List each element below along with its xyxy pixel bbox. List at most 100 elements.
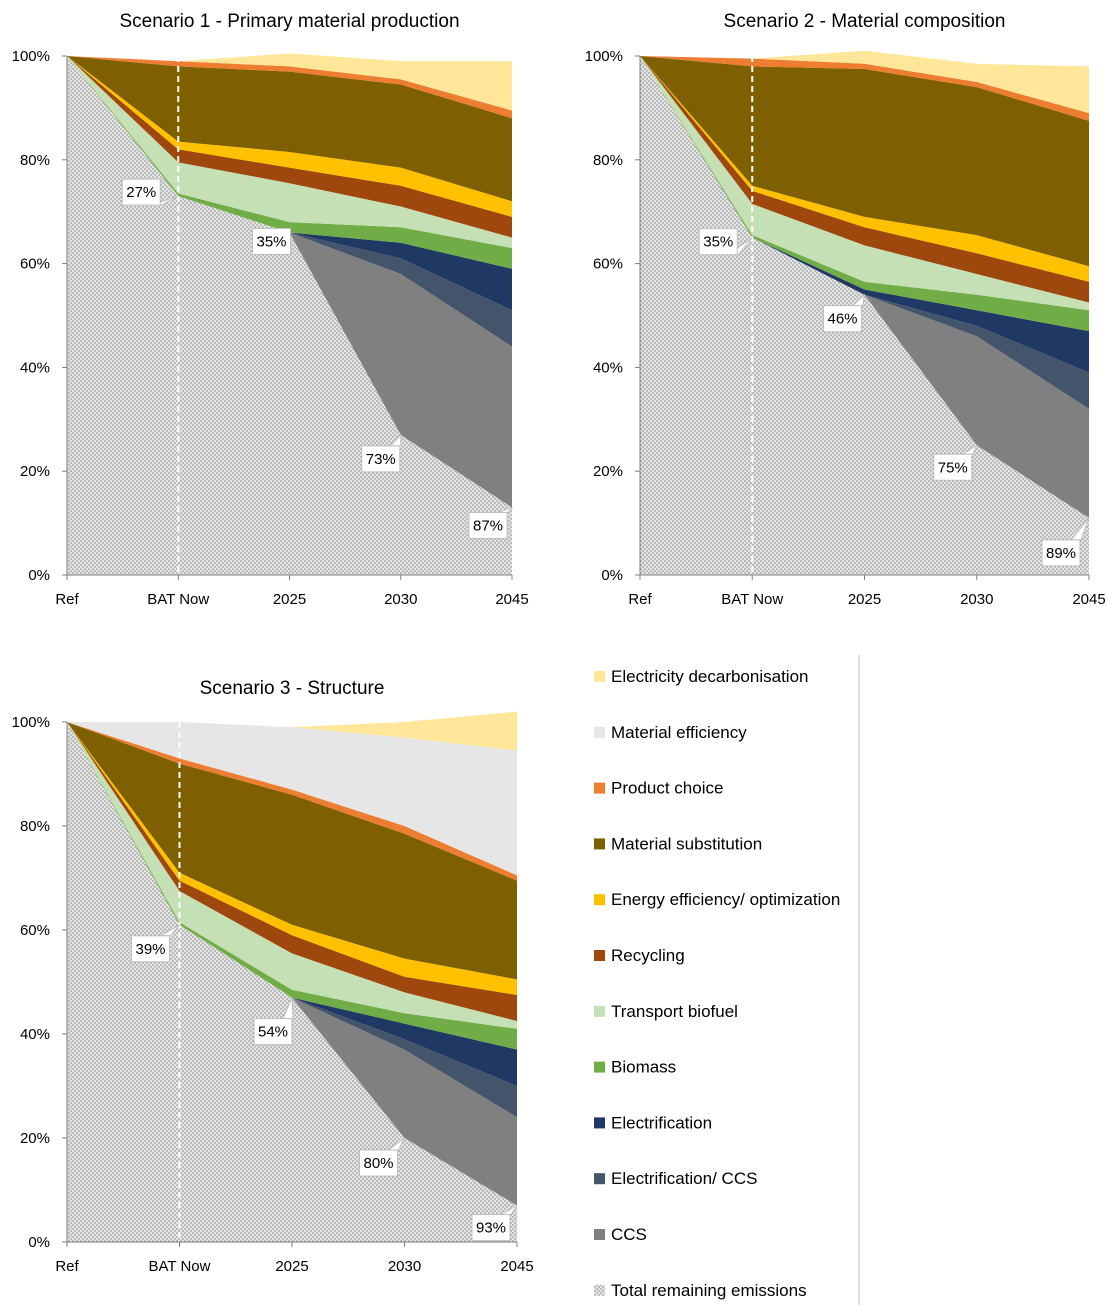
x-tick-label: 2025 <box>273 591 306 608</box>
area-recycling <box>67 56 512 238</box>
y-tick-label: 60% <box>593 256 623 273</box>
x-tick-label: 2045 <box>495 591 528 608</box>
reduction-callout: 87% <box>468 506 514 540</box>
area-recycling <box>67 722 517 1021</box>
legend-label: Material substitution <box>611 834 762 853</box>
legend-label: Total remaining emissions <box>611 1281 807 1300</box>
y-tick-label: 0% <box>601 567 623 584</box>
y-tick-label: 20% <box>20 1130 50 1147</box>
area-product-choice <box>640 56 1089 121</box>
legend-label: Recycling <box>611 946 685 965</box>
legend-item-recycling: Recycling <box>594 946 685 965</box>
y-tick-label: 80% <box>593 152 623 169</box>
legend-item-energy-efficiency-optimization: Energy efficiency/ optimization <box>594 890 840 909</box>
reduction-label: 27% <box>126 184 156 201</box>
x-tick-label: 2030 <box>388 1258 421 1275</box>
area-electrification-ccs <box>67 722 517 1118</box>
callout-box <box>823 305 862 333</box>
callout-box <box>468 512 508 540</box>
x-tick-label: BAT Now <box>149 1258 211 1275</box>
legend-swatch <box>594 1229 605 1240</box>
reduction-label: 39% <box>135 941 165 958</box>
legend-label: Electrification <box>611 1113 712 1132</box>
reduction-label: 87% <box>473 518 503 535</box>
reduction-callout: 54% <box>253 997 294 1046</box>
legend-swatch <box>594 1284 605 1296</box>
y-tick-label: 100% <box>12 714 50 731</box>
area-material-substitution <box>67 56 512 202</box>
legend-item-transport-biofuel: Transport biofuel <box>594 1002 738 1021</box>
legend-swatch <box>594 1173 605 1185</box>
y-tick-label: 20% <box>593 463 623 480</box>
callout-box <box>252 227 291 255</box>
area-biomass <box>67 56 512 269</box>
legend-swatch <box>594 1005 605 1017</box>
legend-swatch <box>594 726 605 738</box>
x-tick-label: 2045 <box>1072 591 1105 608</box>
y-tick-label: 80% <box>20 152 50 169</box>
x-tick-label: BAT Now <box>147 591 209 608</box>
callout-box <box>1041 539 1081 567</box>
x-tick-label: Ref <box>628 591 652 608</box>
y-tick-label: 40% <box>593 359 623 376</box>
legend-swatch <box>594 838 605 850</box>
y-tick-label: 0% <box>28 567 50 584</box>
reduction-label: 54% <box>258 1024 288 1041</box>
x-tick-label: BAT Now <box>721 591 783 608</box>
reduction-callout: 27% <box>121 178 179 206</box>
reduction-callout: 46% <box>823 293 866 333</box>
reduction-callout: 35% <box>252 227 293 255</box>
reduction-label: 35% <box>256 233 286 250</box>
legend-swatch <box>594 1061 605 1073</box>
area-ccs <box>67 722 517 1206</box>
chart-title: Scenario 2 - Material composition <box>724 11 1006 32</box>
x-tick-label: 2030 <box>960 591 993 608</box>
x-tick-label: Ref <box>55 1258 79 1275</box>
legend-item-material-substitution: Material substitution <box>594 834 762 853</box>
legend-swatch <box>594 1117 605 1129</box>
callout-box <box>361 445 401 473</box>
y-tick-label: 80% <box>20 818 50 835</box>
area-electricity-decarbonisation <box>67 53 512 111</box>
x-tick-label: 2025 <box>275 1258 308 1275</box>
y-tick-label: 0% <box>28 1234 50 1251</box>
area-recycling <box>640 56 1089 303</box>
callout-box <box>253 1018 293 1046</box>
area-electrification <box>67 56 512 311</box>
callout-box <box>471 1214 511 1242</box>
reduction-callout: 80% <box>359 1137 405 1177</box>
legend-label: Product choice <box>611 779 723 798</box>
chart-legend: Electricity decarbonisation Material effi… <box>594 655 860 1305</box>
area-electrification-ccs <box>640 56 1089 409</box>
reduction-label: 35% <box>703 234 733 251</box>
scenario-2-chart: Scenario 2 - Material composition 0% 20% 40… <box>585 11 1106 608</box>
area-product-choice <box>67 56 512 119</box>
y-tick-label: 40% <box>20 359 50 376</box>
reduction-callout: 89% <box>1041 517 1090 567</box>
legend-item-material-efficiency: Material efficiency <box>594 723 747 742</box>
area-energy-efficiency-optimization <box>67 56 512 217</box>
reduction-label: 75% <box>938 459 968 476</box>
reduction-callout: 93% <box>471 1205 518 1242</box>
area-transport-biofuel <box>640 56 1089 311</box>
reduction-label: 46% <box>827 311 857 328</box>
legend-label: Material efficiency <box>611 723 747 742</box>
legend-swatch <box>594 950 605 961</box>
legend-item-electrification-ccs: Electrification/ CCS <box>594 1169 757 1188</box>
area-energy-efficiency-optimization <box>640 56 1089 282</box>
y-tick-label: 100% <box>12 48 50 65</box>
legend-label: Electricity decarbonisation <box>611 667 808 686</box>
callout-box <box>698 228 738 256</box>
area-ccs <box>67 56 512 508</box>
area-transport-biofuel <box>67 722 517 1029</box>
area-electrification-ccs <box>67 56 512 347</box>
legend-item-electrification: Electrification <box>594 1113 712 1132</box>
area-electricity-decarbonisation <box>640 50 1089 114</box>
reduction-label: 73% <box>366 451 396 468</box>
y-tick-label: 40% <box>20 1026 50 1043</box>
reduction-label: 93% <box>476 1220 506 1237</box>
chart-title: Scenario 1 - Primary material production <box>119 11 459 32</box>
legend-swatch <box>594 782 605 794</box>
x-tick-label: Ref <box>55 591 79 608</box>
